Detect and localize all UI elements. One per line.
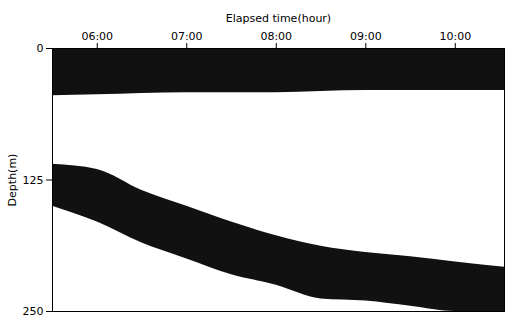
svg-text:125: 125: [23, 174, 44, 187]
svg-text:06:00: 06:00: [81, 30, 113, 43]
svg-text:08:00: 08:00: [260, 30, 292, 43]
svg-text:09:00: 09:00: [350, 30, 382, 43]
svg-text:Depth(m): Depth(m): [6, 154, 19, 207]
svg-text:250: 250: [23, 305, 44, 318]
svg-text:10:00: 10:00: [439, 30, 471, 43]
svg-text:0: 0: [37, 42, 44, 55]
svg-text:Elapsed time(hour): Elapsed time(hour): [226, 12, 331, 25]
svg-text:07:00: 07:00: [171, 30, 203, 43]
